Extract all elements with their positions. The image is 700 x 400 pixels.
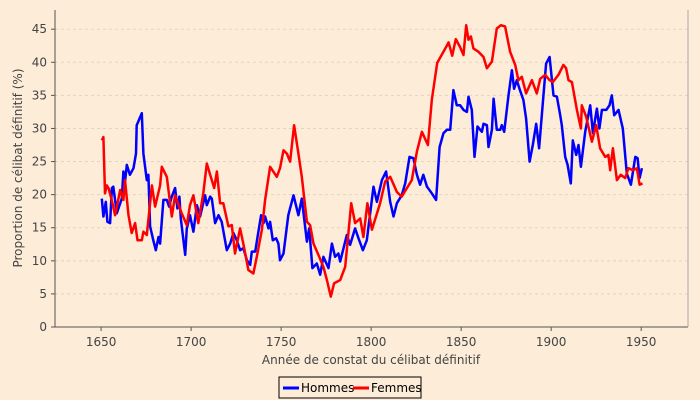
series-lines xyxy=(100,23,644,298)
y-tick-label: 40 xyxy=(32,55,47,69)
y-tick-label: 15 xyxy=(32,221,47,235)
legend-label-hommes: Hommes xyxy=(301,381,354,395)
y-tick-label: 45 xyxy=(32,22,47,36)
legend: Hommes Femmes xyxy=(278,376,422,399)
x-tick-label: 1700 xyxy=(176,335,207,349)
y-tick-label: 20 xyxy=(32,188,47,202)
x-tick-label: 1800 xyxy=(356,335,387,349)
x-axis-label: Année de constat du célibat définitif xyxy=(262,353,481,367)
y-axis-label: Proportion de célibat définitif (%) xyxy=(11,68,25,267)
legend-label-femmes: Femmes xyxy=(371,381,422,395)
y-tick-label: 25 xyxy=(32,155,47,169)
y-tick-label: 5 xyxy=(39,287,47,301)
axes: 0 5 10 15 20 25 30 35 40 45 1650 1700 1750 1800 1850 19… xyxy=(32,10,689,349)
y-tick-label: 0 xyxy=(39,320,47,334)
x-tick-label: 1950 xyxy=(626,335,657,349)
x-tick-label: 1900 xyxy=(536,335,567,349)
legend-box xyxy=(278,376,422,399)
y-tick-label: 30 xyxy=(32,121,47,135)
x-tick-label: 1750 xyxy=(266,335,297,349)
y-tick-label: 35 xyxy=(32,88,47,102)
x-tick-label: 1650 xyxy=(86,335,117,349)
series-line-femmes xyxy=(100,23,644,298)
y-tick-label: 10 xyxy=(32,254,47,268)
x-tick-label: 1850 xyxy=(446,335,477,349)
